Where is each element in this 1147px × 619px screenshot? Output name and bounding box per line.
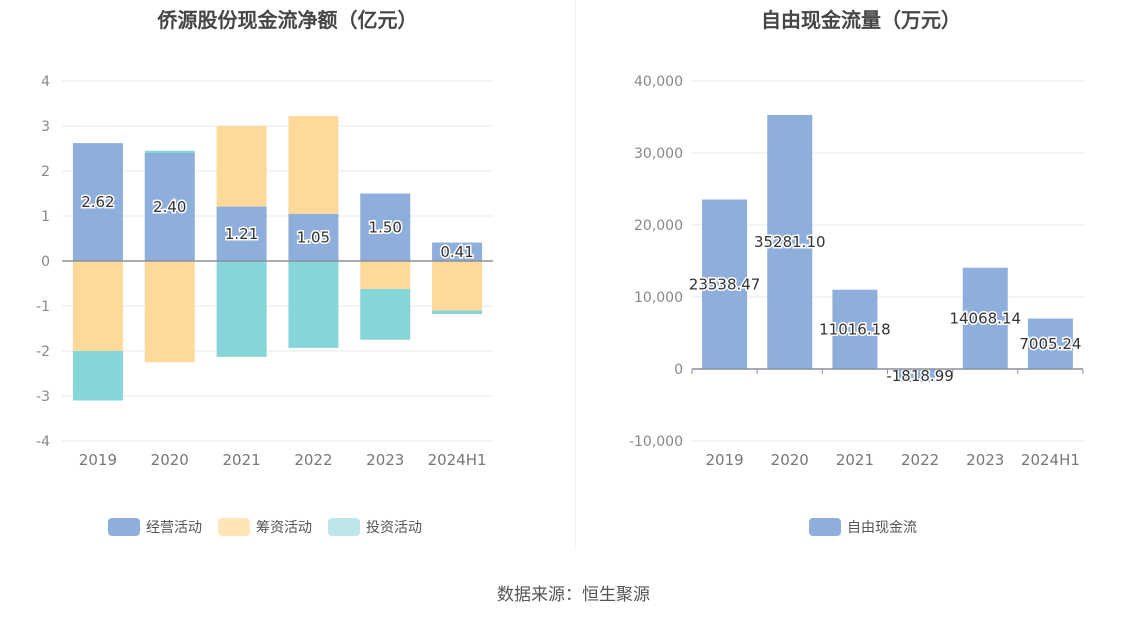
legend-item-fcf[interactable]: 自由现金流: [809, 517, 917, 537]
right-chart-title: 自由现金流量（万元）: [761, 8, 961, 32]
left-chart: 4 3 2 1 0 -1 -2 -3 -4 2.62 2019 2.40 2020 1.21 2021 1.0…: [36, 74, 493, 469]
data-label: 14068.14: [949, 309, 1021, 327]
bar: [832, 289, 878, 369]
x-tick-label: 2024H1: [428, 451, 487, 469]
bar: [216, 126, 267, 207]
legend-swatch-fcf: [809, 518, 841, 536]
x-tick-label: 2021: [836, 451, 874, 469]
right-legend: 自由现金流: [809, 517, 933, 537]
bar: [72, 261, 123, 351]
x-tick-label: 2022: [901, 451, 939, 469]
y-tick-label: -1: [36, 299, 50, 315]
bar: [144, 261, 195, 363]
legend-item-financing[interactable]: 筹资活动: [218, 517, 312, 537]
bar: [360, 193, 411, 261]
data-label: 23538.47: [689, 275, 761, 293]
y-tick-label: 0: [41, 254, 50, 270]
bar: [767, 114, 813, 370]
legend-swatch-investing: [328, 518, 360, 536]
legend-swatch-financing: [218, 518, 250, 536]
y-tick-label: 1: [41, 209, 50, 225]
legend-label-fcf: 自由现金流: [847, 520, 917, 536]
bar: [288, 213, 339, 261]
data-label: -1818.99: [886, 367, 953, 385]
bar: [360, 261, 411, 289]
y-tick-label: 4: [41, 74, 50, 90]
left-chart-title: 侨源股份现金流净额（亿元）: [157, 8, 418, 32]
bar: [432, 261, 483, 311]
bar: [72, 143, 123, 261]
legend-label-operating: 经营活动: [146, 520, 202, 536]
x-tick-label: 2019: [705, 451, 743, 469]
legend-swatch-operating: [108, 518, 140, 536]
bar: [216, 206, 267, 261]
y-tick-label: 0: [674, 362, 683, 378]
data-label: 1.50: [369, 218, 402, 236]
data-label: 2.40: [153, 198, 186, 216]
y-tick-label: -3: [36, 389, 50, 405]
bar: [1027, 318, 1073, 369]
bar: [288, 261, 339, 348]
bar: [432, 242, 483, 261]
y-tick-label: 2: [41, 164, 50, 180]
x-tick-label: 2022: [294, 451, 332, 469]
y-tick-label: 10,000: [634, 290, 683, 306]
bar: [72, 351, 123, 401]
x-tick-label: 2024H1: [1021, 451, 1080, 469]
bar: [144, 153, 195, 261]
data-label: 1.21: [225, 225, 258, 243]
x-tick-label: 2020: [151, 451, 189, 469]
y-tick-label: -10,000: [629, 434, 683, 450]
x-tick-label: 2023: [966, 451, 1004, 469]
x-tick-label: 2019: [79, 451, 117, 469]
bar: [216, 261, 267, 357]
y-tick-label: -4: [36, 434, 50, 450]
legend-label-investing: 投资活动: [366, 520, 422, 536]
right-chart: 40,000 30,000 20,000 10,000 0 -10,000 23538.47…: [629, 74, 1084, 469]
legend-item-operating[interactable]: 经营活动: [108, 517, 202, 537]
bar: [144, 150, 195, 153]
bar: [432, 310, 483, 315]
x-tick-label: 2023: [366, 451, 404, 469]
bar: [897, 369, 943, 383]
data-label: 35281.10: [754, 233, 826, 251]
data-label: 1.05: [297, 228, 330, 246]
data-label: 11016.18: [819, 320, 891, 338]
legend-item-investing[interactable]: 投资活动: [328, 517, 422, 537]
y-tick-label: 30,000: [634, 146, 683, 162]
y-tick-label: 20,000: [634, 218, 683, 234]
bar: [962, 267, 1008, 369]
bar: [702, 199, 748, 369]
y-tick-label: 3: [41, 119, 50, 135]
data-label: 0.41: [440, 243, 473, 261]
data-label: 2.62: [81, 193, 114, 211]
bar: [360, 288, 411, 340]
y-tick-label: 40,000: [634, 74, 683, 90]
left-legend: 经营活动 筹资活动 投资活动: [108, 517, 438, 537]
legend-label-financing: 筹资活动: [256, 520, 312, 536]
data-source: 数据来源：恒生聚源: [497, 585, 650, 605]
bar: [288, 116, 339, 214]
chart-divider: [575, 0, 576, 550]
x-tick-label: 2021: [222, 451, 260, 469]
x-tick-label: 2020: [771, 451, 809, 469]
y-tick-label: -2: [36, 344, 50, 360]
data-label: 7005.24: [1019, 335, 1081, 353]
